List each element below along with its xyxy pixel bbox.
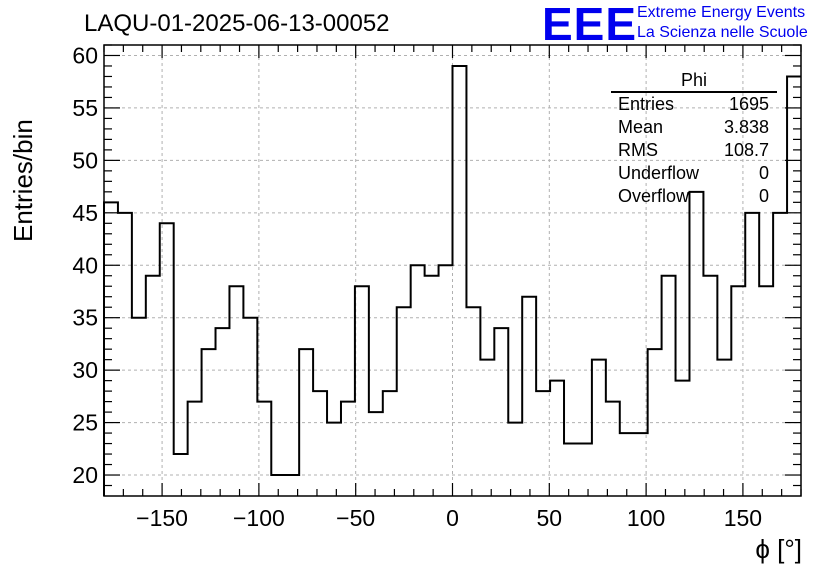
y-tick-label: 40 (72, 252, 98, 278)
x-tick-label: −150 (136, 505, 188, 531)
x-tick-label: −50 (336, 505, 375, 531)
stats-row-overflow: Overflow 0 (611, 185, 777, 208)
stats-title: Phi (611, 70, 777, 93)
stats-label: Overflow (618, 186, 690, 206)
y-tick-label: 55 (72, 95, 98, 121)
x-tick-label: −100 (233, 505, 285, 531)
stats-value: 1695 (728, 94, 769, 114)
y-tick-label: 50 (72, 147, 98, 173)
stats-row-mean: Mean 3.838 (611, 116, 777, 139)
stats-value: 3.838 (723, 117, 769, 137)
y-tick-label: 30 (72, 357, 98, 383)
histogram-outline (103, 64, 801, 496)
stats-label: RMS (618, 140, 658, 160)
x-axis-label: ϕ [°] (755, 534, 802, 564)
stats-label: Entries (618, 94, 675, 114)
y-tick-label: 25 (72, 410, 98, 436)
stats-row-entries: Entries 1695 (611, 93, 777, 116)
x-tick-label: 100 (627, 505, 665, 531)
y-tick-label: 60 (72, 42, 98, 68)
y-axis-ticks: 20 25 30 35 40 45 50 55 60 (72, 42, 801, 488)
logo-caption-line-1: Extreme Energy Events (637, 4, 806, 21)
logo-caption-line-2: La Scienza nelle Scuole (637, 24, 808, 41)
y-axis-label: Entries/bin (8, 118, 38, 242)
stats-value: 108.7 (723, 140, 769, 160)
x-tick-label: 50 (537, 505, 563, 531)
y-tick-label: 35 (72, 305, 98, 331)
plot-title: LAQU-01-2025-06-13-00052 (84, 10, 390, 37)
eee-logo: EEE (542, 0, 638, 50)
y-tick-label: 20 (72, 462, 98, 488)
stats-box: Phi Entries 1695 Mean 3.838 RMS 108.7 Un… (611, 70, 777, 208)
y-tick-label: 45 (72, 200, 98, 226)
stats-value: 0 (758, 186, 769, 206)
stats-row-rms: RMS 108.7 (611, 139, 777, 162)
stats-label: Underflow (618, 163, 700, 183)
stats-row-underflow: Underflow 0 (611, 162, 777, 185)
x-tick-label: 150 (724, 505, 762, 531)
stats-value: 0 (758, 163, 769, 183)
x-axis-ticks: −150 −100 −50 0 50 100 150 (103, 45, 802, 531)
x-tick-label: 0 (446, 505, 459, 531)
stats-label: Mean (618, 117, 664, 137)
